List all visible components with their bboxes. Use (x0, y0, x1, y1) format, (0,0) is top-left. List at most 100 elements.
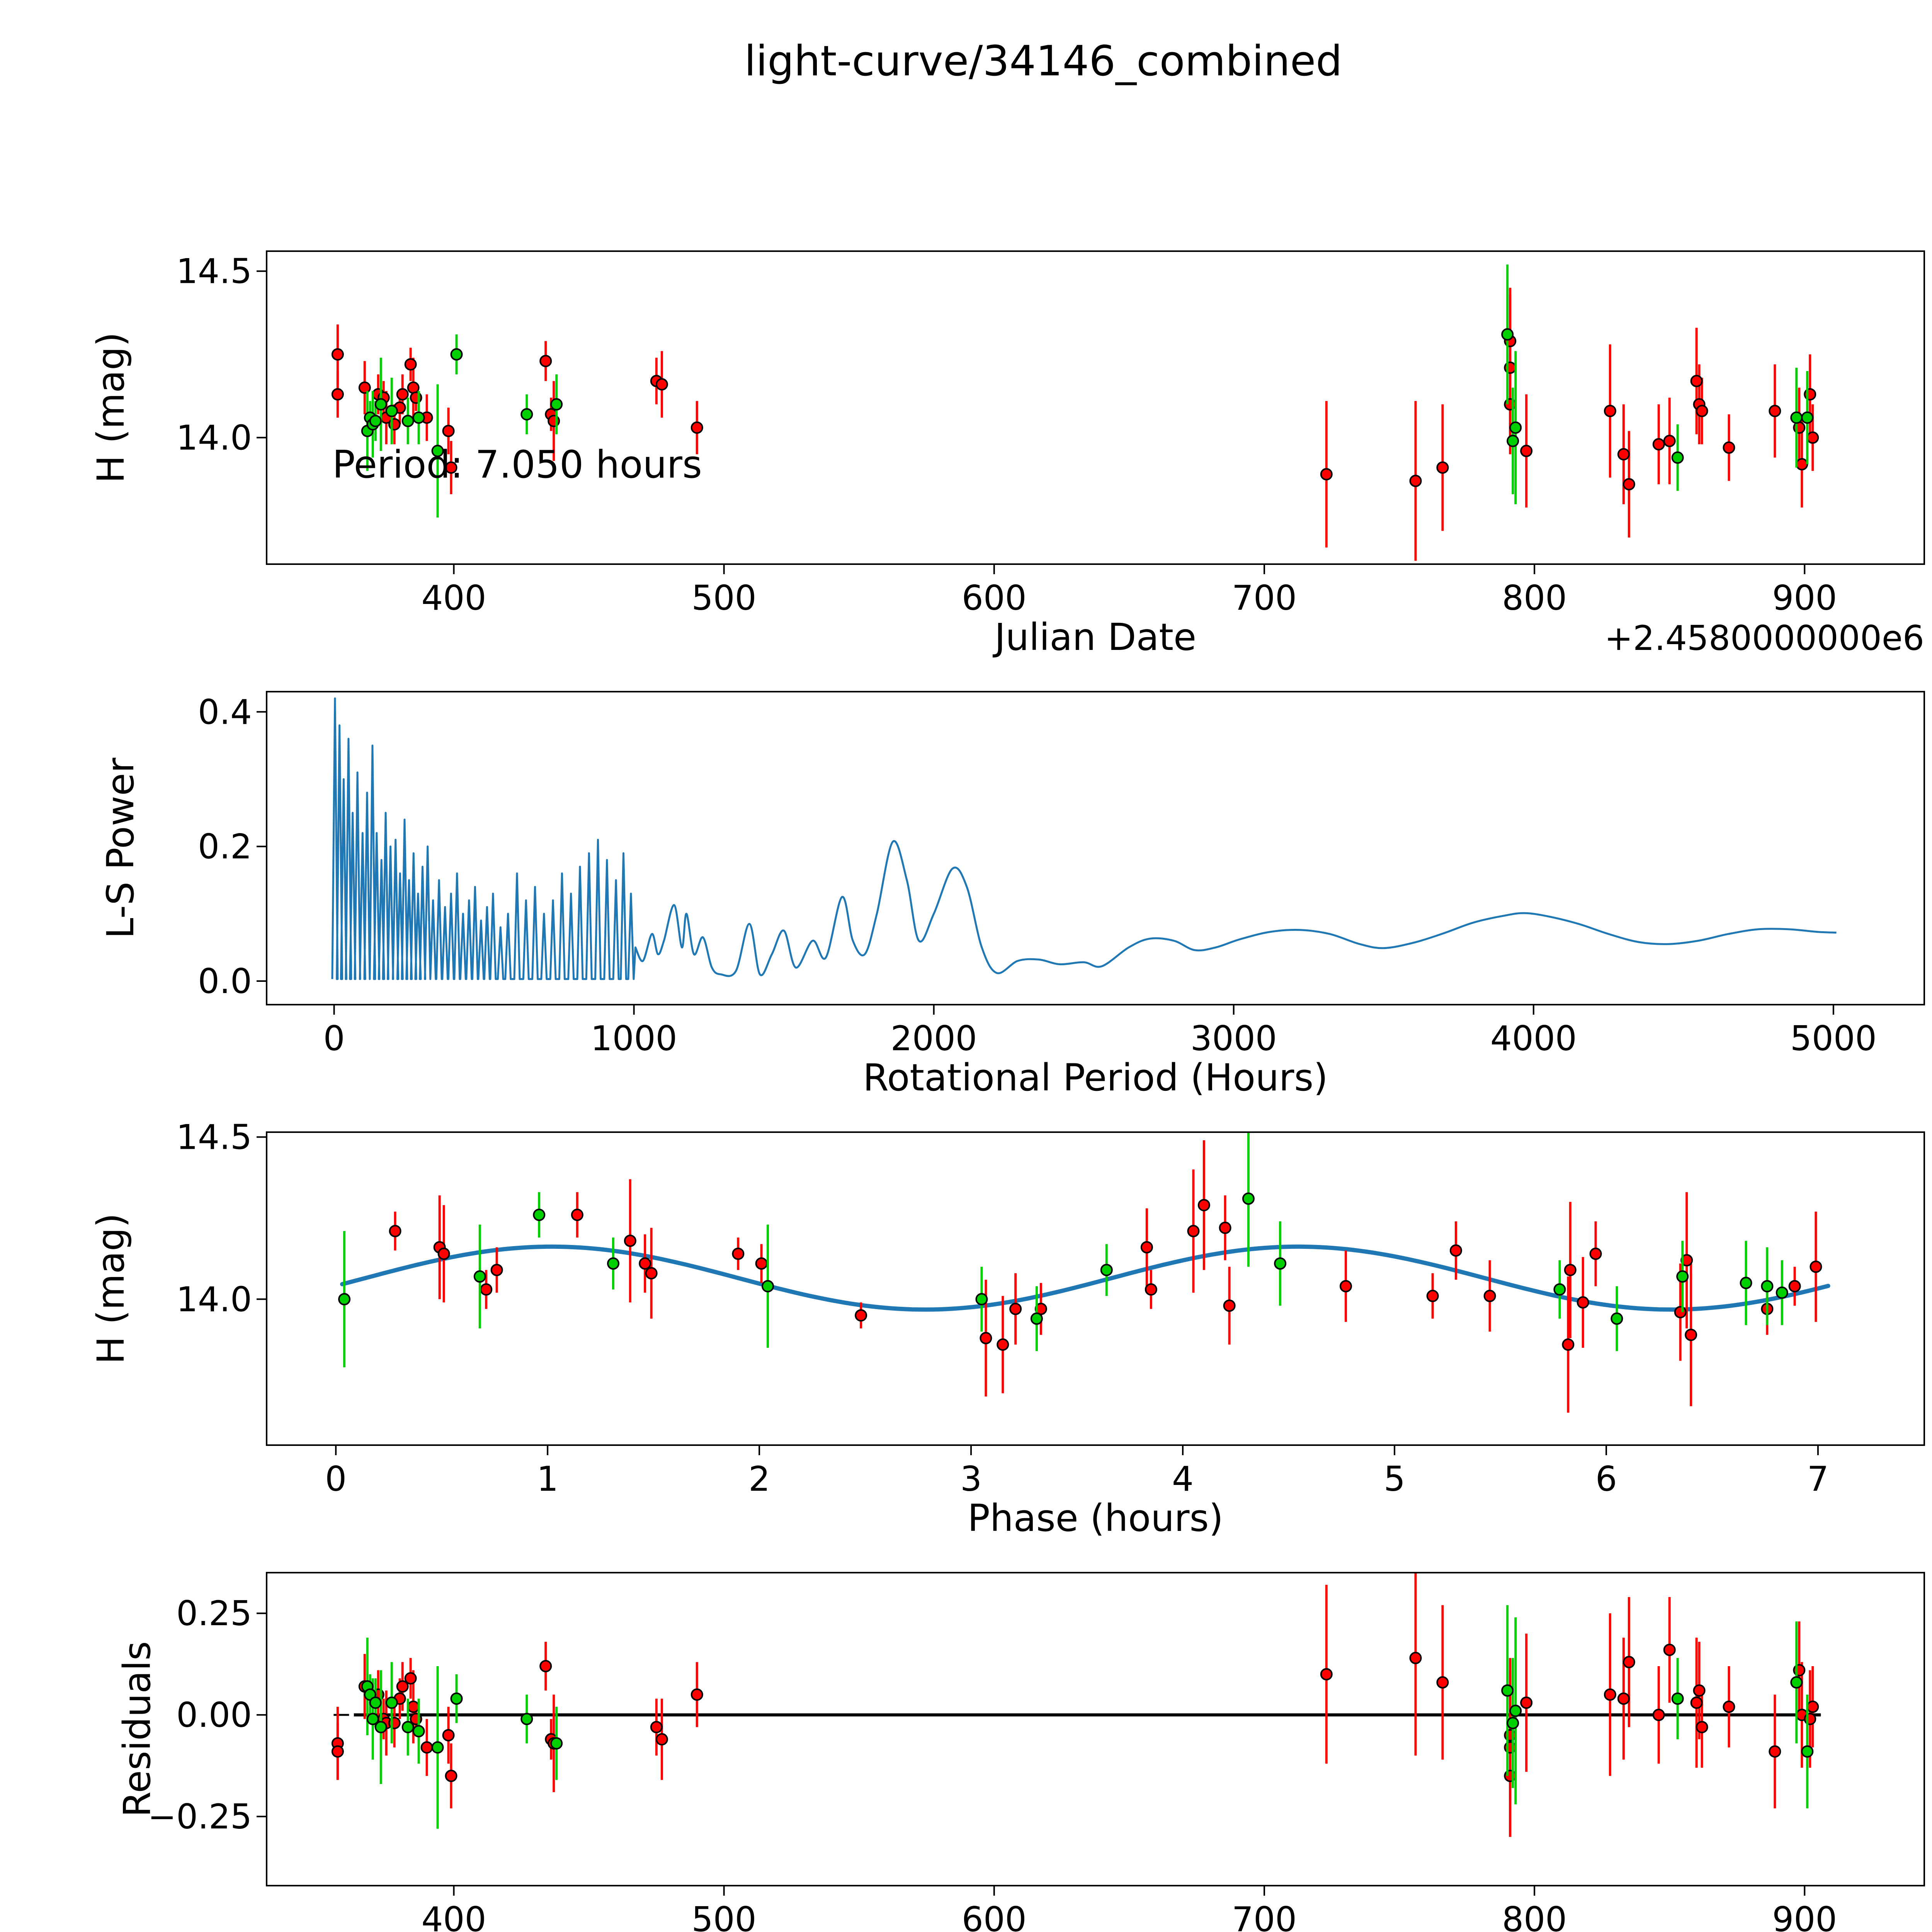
panel2-y-axis-label: L-S Power (99, 757, 142, 939)
y-tick-label: 14.5 (176, 1117, 252, 1157)
data-point (374, 1721, 387, 1733)
data-point (1223, 1299, 1236, 1312)
data-point (431, 1741, 444, 1754)
x-tick-label: 500 (692, 1900, 757, 1932)
panel1-x-offset-text: +2.4580000000e6 (1604, 618, 1924, 658)
data-point (762, 1280, 774, 1293)
y-tick-label: 14.5 (176, 252, 252, 291)
data-point (1690, 375, 1703, 388)
data-point (490, 1264, 503, 1276)
data-point (1449, 1244, 1462, 1257)
data-point (607, 1257, 620, 1270)
data-point (690, 1688, 703, 1701)
data-point (369, 415, 382, 427)
data-point (1611, 1312, 1623, 1325)
data-point (401, 1721, 414, 1733)
data-point (539, 355, 552, 367)
y-tick-label: 14.0 (176, 1279, 252, 1319)
data-point (533, 1209, 546, 1221)
data-point (1030, 1312, 1043, 1325)
data-point (1577, 1296, 1589, 1309)
data-point (1274, 1257, 1287, 1270)
data-point (1801, 411, 1814, 424)
data-point (571, 1209, 583, 1221)
data-point (1790, 411, 1803, 424)
data-point (1796, 458, 1808, 471)
data-point (1436, 1676, 1449, 1689)
y-tick-label: 0.25 (176, 1594, 252, 1633)
data-point (732, 1247, 745, 1260)
x-tick-label: 5000 (1790, 1019, 1877, 1058)
x-tick-label: 400 (422, 578, 486, 618)
data-point (1769, 405, 1781, 417)
data-point (396, 1680, 409, 1693)
axes-spines (266, 250, 1925, 565)
data-point (1320, 468, 1333, 481)
data-point (1553, 1283, 1566, 1296)
data-point (1776, 1286, 1788, 1299)
data-point (1723, 1701, 1735, 1713)
axes-spines (266, 1572, 1925, 1886)
data-point (445, 1769, 457, 1782)
residuals_jd-green-markers (361, 1676, 1814, 1758)
data-point (338, 1293, 351, 1306)
data-point (645, 1267, 658, 1280)
data-point (520, 1713, 533, 1725)
panel1-x-axis-label: Julian Date (993, 616, 1196, 659)
phase_folded-red-markers (389, 1199, 1822, 1351)
data-point (1617, 448, 1630, 461)
data-point (1409, 1651, 1422, 1664)
data-point (980, 1332, 992, 1345)
lightcurve_jd-content (331, 264, 1819, 561)
periodogram-content (331, 697, 1837, 980)
data-point (331, 1745, 344, 1758)
x-tick-label: 0 (323, 1019, 345, 1058)
data-point (366, 1713, 379, 1725)
data-point (1652, 1709, 1665, 1721)
data-point (358, 381, 371, 394)
data-point (1509, 421, 1522, 434)
periodogram-curve (331, 697, 1837, 980)
x-tick-label: 900 (1772, 578, 1837, 618)
phase_folded-green-markers (338, 1192, 1788, 1325)
data-point (1409, 474, 1422, 487)
x-tick-label: 5 (1384, 1459, 1405, 1499)
data-point (997, 1338, 1009, 1351)
data-point (1426, 1289, 1439, 1302)
x-tick-label: 600 (962, 578, 1027, 618)
data-point (1145, 1283, 1157, 1296)
data-point (1320, 1668, 1333, 1680)
data-point (369, 1696, 382, 1709)
panel1-y-axis-label: H (mag) (89, 332, 133, 483)
y-tick-label: 0.00 (176, 1695, 252, 1735)
axes-spines (266, 1131, 1925, 1446)
data-point (420, 1741, 433, 1754)
x-tick-label: 3 (960, 1459, 982, 1499)
data-point (331, 388, 344, 401)
data-point (431, 445, 444, 457)
data-point (1663, 1643, 1676, 1656)
data-point (1140, 1241, 1153, 1253)
x-tick-label: 800 (1502, 578, 1567, 618)
data-point (401, 415, 414, 427)
panel2-x-axis-label: Rotational Period (Hours) (863, 1056, 1328, 1099)
x-tick-label: 500 (692, 578, 757, 618)
data-point (1690, 1696, 1703, 1709)
y-tick-label: 0.4 (198, 692, 252, 732)
x-tick-label: 3000 (1190, 1019, 1277, 1058)
data-point (1622, 478, 1635, 491)
x-tick-label: 1000 (591, 1019, 677, 1058)
data-point (1622, 1656, 1635, 1668)
data-point (412, 411, 425, 424)
panel-periodogram: 0 1000 2000 3000 4000 5000 0.0 0.2 0.4 (198, 691, 1925, 1058)
data-point (1671, 451, 1684, 464)
data-point (407, 1701, 420, 1713)
panel4-y-axis-label: Residuals (116, 1641, 159, 1817)
x-tick-label: 2000 (891, 1019, 977, 1058)
x-tick-label: 0 (325, 1459, 347, 1499)
x-tick-label: 600 (962, 1900, 1027, 1932)
data-point (442, 1729, 455, 1742)
data-point (550, 1737, 563, 1750)
y-tick-label: 14.0 (176, 418, 252, 458)
